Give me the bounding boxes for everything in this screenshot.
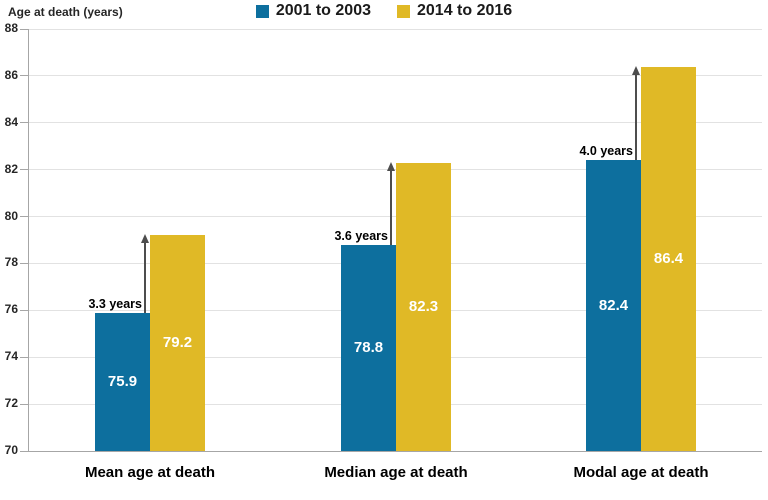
y-tick-label-86: 86 <box>4 67 18 82</box>
y-tick-label-84: 84 <box>4 114 18 129</box>
category-label-3: Modal age at death <box>573 464 709 481</box>
category-label-1: Mean age at death <box>84 464 216 481</box>
gap-annotation: 3.3 years <box>88 296 142 311</box>
legend-item-2014-to-2016: 2014 to 2016 <box>397 2 512 20</box>
bar-value-label: 78.8 <box>353 338 384 356</box>
y-tick-label-72: 72 <box>4 396 18 411</box>
bar-value-label: 79.2 <box>162 334 193 352</box>
gap-arrow-line <box>144 242 146 313</box>
y-tick-78 <box>20 262 28 264</box>
gap-arrow-up-icon <box>140 234 149 244</box>
bar-yellow-3 <box>641 66 696 451</box>
gridline-86 <box>28 75 762 77</box>
y-tick-label-88: 88 <box>4 21 18 35</box>
category-label-2: Median age at death <box>324 464 468 481</box>
bar-blue-1 <box>95 312 150 451</box>
y-tick-86 <box>20 75 28 77</box>
bar-value-label: 86.4 <box>653 249 684 267</box>
bar-blue-3 <box>586 160 641 451</box>
bar-value-label: 75.9 <box>107 372 138 390</box>
legend-label-2014-to-2016: 2014 to 2016 <box>417 2 513 19</box>
y-tick-label-80: 80 <box>4 208 18 223</box>
gap-arrow-line <box>390 169 392 245</box>
gap-arrow-up-icon <box>386 161 395 171</box>
gap-annotation: 4.0 years <box>579 144 633 159</box>
y-tick-82 <box>20 169 28 171</box>
legend-swatch-blue-icon <box>255 4 269 18</box>
y-axis-line <box>27 29 29 451</box>
y-axis-title: Age at death (years) <box>8 5 123 19</box>
legend-label-2001-to-2003: 2001 to 2003 <box>275 2 371 19</box>
bar-value-label: 82.3 <box>408 297 439 315</box>
bar-value-label: 82.4 <box>598 296 629 314</box>
y-tick-label-76: 76 <box>4 302 18 317</box>
gap-arrow-up-icon <box>631 65 640 75</box>
y-tick-84 <box>20 122 28 124</box>
bar-yellow-1 <box>150 235 205 451</box>
y-tick-76 <box>20 309 28 311</box>
legend-item-2001-to-2003: 2001 to 2003 <box>255 2 371 20</box>
gridline-88 <box>28 28 762 30</box>
gap-arrow-line <box>635 73 637 161</box>
gridline-84 <box>28 122 762 124</box>
y-tick-88 <box>20 28 28 30</box>
y-tick-label-78: 78 <box>4 255 18 270</box>
bar-yellow-2 <box>396 162 451 451</box>
y-tick-label-74: 74 <box>4 349 18 364</box>
y-tick-74 <box>20 356 28 358</box>
y-tick-70 <box>20 450 28 452</box>
y-tick-label-70: 70 <box>4 443 18 457</box>
gridline-80 <box>28 216 762 218</box>
y-tick-label-82: 82 <box>4 161 18 176</box>
legend-swatch-yellow-icon <box>397 4 410 18</box>
gridline-70 <box>28 450 762 452</box>
gap-annotation: 3.6 years <box>334 228 388 243</box>
legend: 2001 to 2003 2014 to 2016 <box>0 2 768 20</box>
bar-blue-2 <box>341 244 396 451</box>
y-tick-80 <box>20 216 28 218</box>
gridline-82 <box>28 169 762 171</box>
y-tick-72 <box>20 403 28 405</box>
